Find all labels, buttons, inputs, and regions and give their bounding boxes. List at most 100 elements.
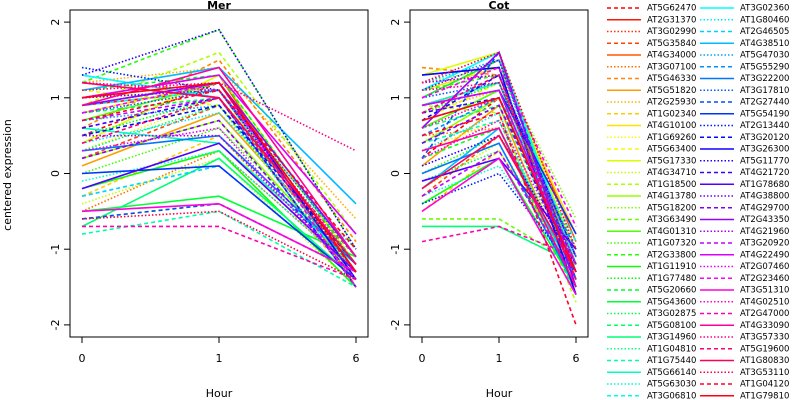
x-tick-label: 1: [496, 352, 503, 365]
legend-label: AT2G46505: [740, 27, 789, 37]
x-axis-title: Hour: [486, 387, 513, 400]
x-tick-label: 0: [79, 352, 86, 365]
series-line: [81, 89, 357, 258]
legend-label: AT2G25930: [647, 98, 696, 108]
legend-label: AT4G02510: [740, 297, 789, 307]
legend-label: AT5G17330: [647, 156, 696, 166]
legend-label: AT5G62470: [647, 4, 696, 14]
legend-label: AT5G18200: [647, 203, 696, 213]
y-tick-label: -1: [49, 244, 62, 255]
series-line: [421, 157, 577, 296]
series-line: [421, 73, 577, 258]
legend-label: AT5G20660: [647, 286, 696, 296]
series-line: [81, 74, 357, 288]
legend-label: AT5G63030: [647, 380, 696, 390]
x-axis-title: Hour: [206, 387, 233, 400]
legend-label: AT4G13780: [647, 192, 696, 202]
y-tick-label: -1: [389, 244, 402, 255]
y-tick-label: 0: [389, 170, 402, 177]
legend-label: AT5G55290: [740, 62, 789, 72]
legend-label: AT5G19600: [740, 344, 789, 354]
legend-label: AT3G02360: [740, 4, 789, 14]
series-line: [82, 134, 357, 273]
legend-label: AT4G29700: [740, 203, 789, 213]
legend-label: AT1G79810: [740, 391, 789, 400]
legend-label: AT1G07320: [647, 239, 696, 249]
y-tick-label: -2: [389, 319, 402, 330]
y-tick-label: 2: [389, 19, 402, 26]
legend-label: AT4G34000: [647, 51, 696, 61]
legend-label: AT1G11910: [647, 262, 696, 272]
legend-label: AT3G53110: [740, 368, 789, 378]
legend-label: AT2G43350: [740, 215, 789, 225]
plot-frame: [409, 9, 589, 338]
legend-label: AT2G47000: [740, 309, 789, 319]
legend-label: AT1G78680: [740, 180, 789, 190]
legend-label: AT1G02340: [647, 109, 696, 119]
series-line: [81, 149, 357, 273]
series-line: [81, 157, 357, 281]
legend-label: AT5G08100: [647, 321, 696, 331]
series-line: [81, 142, 357, 273]
x-tick-label: 6: [353, 352, 360, 365]
series-line: [421, 50, 577, 280]
legend-label: AT5G51820: [647, 86, 696, 96]
legend-label: AT1G04120: [740, 380, 789, 390]
y-tick-label: 2: [49, 19, 62, 26]
y-axis-title: centered expression: [1, 119, 14, 231]
series-line: [81, 112, 357, 250]
series-line: [81, 104, 357, 280]
series-line: [421, 73, 577, 280]
series-line: [81, 210, 357, 281]
series-line: [421, 119, 577, 265]
legend-label: AT4G34710: [647, 168, 696, 178]
series-line: [81, 81, 357, 273]
y-tick-label: 1: [389, 94, 402, 101]
series-line: [81, 127, 357, 281]
legend-label: AT2G27440: [740, 98, 789, 108]
legend-label: AT3G51310: [740, 286, 789, 296]
legend-label: AT5G46330: [647, 74, 696, 84]
legend-label: AT4G22490: [740, 250, 789, 260]
series-line: [82, 225, 357, 281]
legend-label: AT4G21720: [740, 168, 789, 178]
legend-label: AT3G20920: [740, 239, 789, 249]
legend-label: AT3G02990: [647, 27, 696, 37]
series-line: [421, 149, 577, 280]
series-line: [81, 89, 357, 250]
y-tick-label: -2: [49, 319, 62, 330]
legend-label: AT5G54190: [740, 109, 789, 119]
series-line: [421, 119, 577, 288]
legend-label: AT5G43600: [647, 297, 696, 307]
y-tick-label: 0: [49, 170, 62, 177]
series-line: [81, 165, 357, 281]
legend-label: AT1G04810: [647, 344, 696, 354]
series-line: [81, 74, 357, 235]
legend-label: AT3G07100: [647, 62, 696, 72]
panel-title: Mer: [207, 0, 231, 12]
legend-label: AT5G47030: [740, 51, 789, 61]
x-tick-label: 1: [216, 352, 223, 365]
legend-label: AT1G69260: [647, 133, 696, 143]
legend-label: AT1G77480: [647, 274, 696, 284]
legend-label: AT3G14960: [647, 333, 696, 343]
legend-label: AT4G21960: [740, 227, 789, 237]
legend-label: AT2G31370: [647, 15, 696, 25]
legend-label: AT3G22200: [740, 74, 789, 84]
legend-label: AT5G66140: [647, 368, 696, 378]
legend-label: AT4G01310: [647, 227, 696, 237]
legend-label: AT5G35840: [647, 39, 696, 49]
y-tick-label: 1: [49, 94, 62, 101]
series-line: [421, 134, 577, 265]
legend-label: AT1G80830: [740, 356, 789, 366]
legend-label: AT1G18500: [647, 180, 696, 190]
series-line: [421, 81, 577, 265]
legend-label: AT3G63490: [647, 215, 696, 225]
legend-label: AT4G33090: [740, 321, 789, 331]
legend-label: AT2G13440: [740, 121, 789, 131]
series-line: [421, 111, 577, 326]
series-line: [421, 127, 577, 288]
plot-frame: [69, 9, 369, 338]
series-line: [421, 134, 577, 258]
